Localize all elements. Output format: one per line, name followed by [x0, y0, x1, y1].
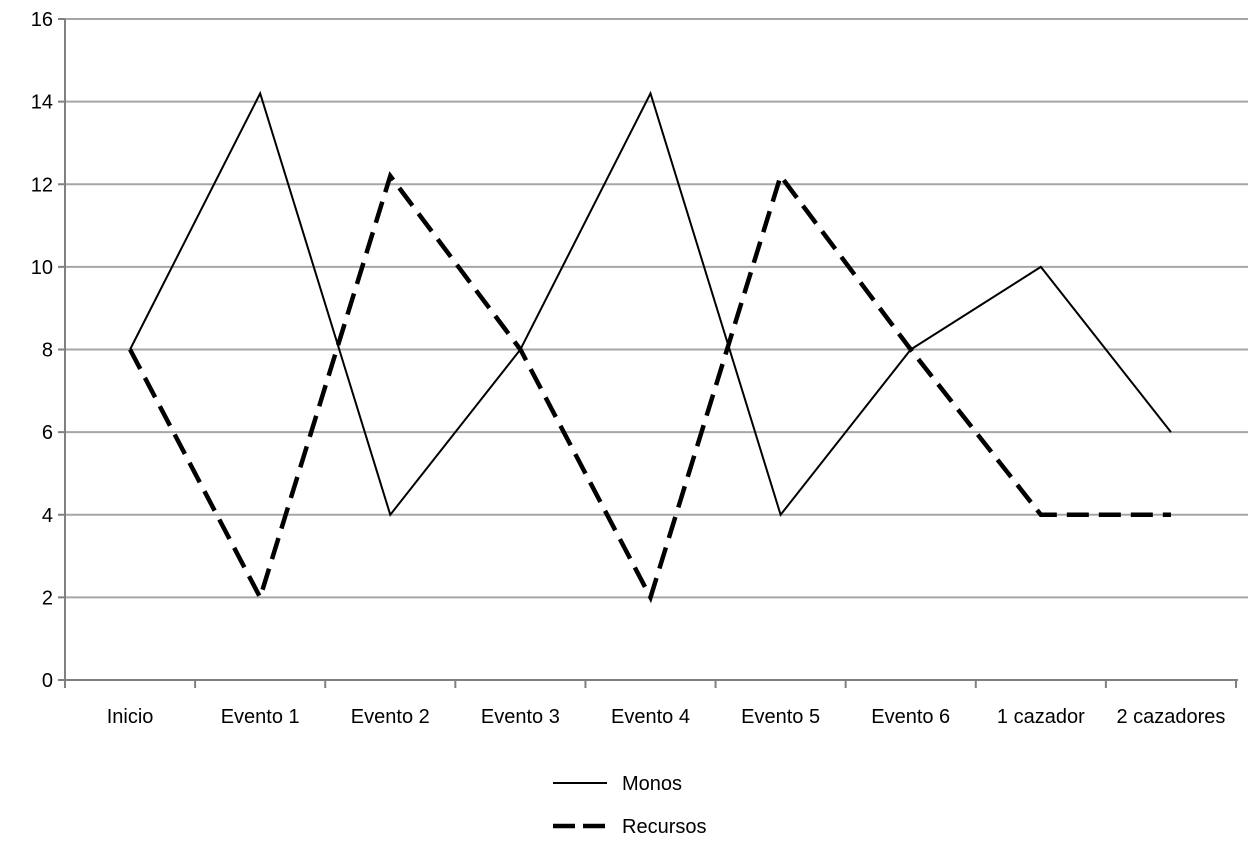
legend-label-monos: Monos: [622, 773, 682, 795]
y-tick-label: 14: [31, 92, 53, 114]
y-tick-label: 0: [42, 670, 53, 692]
y-tick-label: 10: [31, 257, 53, 279]
y-tick-label: 2: [42, 587, 53, 609]
x-tick-label: 1 cazador: [997, 706, 1085, 728]
legend: Monos Recursos: [553, 773, 706, 838]
series-lines: [128, 90, 1172, 604]
y-tick-label: 12: [31, 174, 53, 196]
legend-label-recursos: Recursos: [622, 816, 706, 838]
x-tick-label: Evento 2: [351, 706, 430, 728]
y-tick-label: 4: [42, 505, 53, 527]
gridlines: [65, 18, 1248, 599]
y-tick-label: 16: [31, 9, 53, 31]
y-tick-label: 8: [42, 340, 53, 362]
tick-labels: 0 2 4 6 8 10 12 14 16 Inicio Evento 1 Evento 2 Event…: [31, 9, 1226, 728]
x-tick-label: 2 cazadores: [1116, 706, 1225, 728]
x-tick-label: Evento 1: [221, 706, 300, 728]
series-line-recursos: [128, 171, 1171, 604]
series-line-monos: [129, 90, 1172, 517]
y-tick-label: 6: [42, 422, 53, 444]
axes: [58, 18, 1238, 688]
x-tick-label: Evento 3: [481, 706, 560, 728]
x-tick-label: Inicio: [107, 706, 154, 728]
x-tick-label: Evento 6: [871, 706, 950, 728]
x-tick-label: Evento 5: [741, 706, 820, 728]
x-tick-label: Evento 4: [611, 706, 690, 728]
